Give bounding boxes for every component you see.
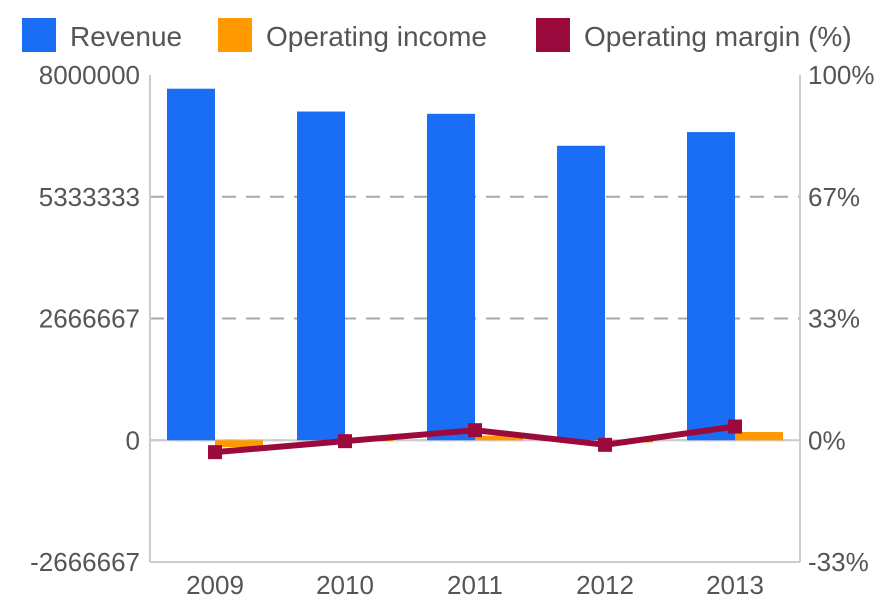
category-label: 2009 <box>186 570 244 600</box>
operating-margin-point <box>338 434 352 449</box>
left-axis-tick-label: 0 <box>126 425 140 455</box>
line-layer <box>208 419 742 460</box>
category-label: 2010 <box>316 570 374 600</box>
right-axis-tick-label: 33% <box>808 304 860 334</box>
left-axis-tick-label: 5333333 <box>39 182 140 212</box>
operating-margin-point <box>598 437 612 452</box>
revenue-bar <box>297 111 345 441</box>
revenue-bar <box>167 88 215 441</box>
right-axis-tick-label: -33% <box>808 547 869 577</box>
legend: Revenue Operating income Operating margin … <box>22 18 852 52</box>
legend-item: Operating income <box>218 18 487 52</box>
operating-income-bar <box>475 435 523 441</box>
revenue-bar <box>687 132 735 441</box>
operating-income-bar <box>735 432 783 441</box>
category-label: 2011 <box>447 570 503 600</box>
left-axis-tick-label: 2666667 <box>39 304 140 334</box>
right-axis-tick-label: 67% <box>808 182 860 212</box>
legend-item: Revenue <box>22 18 182 52</box>
legend-swatch <box>536 18 570 52</box>
left-axis-tick-label: 8000000 <box>39 60 140 90</box>
right-axis-tick-label: 100% <box>808 60 875 90</box>
revenue-bar <box>557 145 605 441</box>
tick-labels: 8000000 100% 5333333 67% 2666667 33% 0 0% -26666… <box>30 60 874 600</box>
legend-label: Operating income <box>266 21 487 52</box>
category-label: 2013 <box>706 570 764 600</box>
left-axis-tick-label: -2666667 <box>30 547 140 577</box>
legend-label: Operating margin (%) <box>584 21 852 52</box>
operating-income-bar <box>215 440 263 448</box>
operating-margin-point <box>468 423 482 438</box>
right-axis-tick-label: 0% <box>808 425 846 455</box>
operating-margin-point <box>208 445 222 460</box>
legend-label: Revenue <box>70 21 182 52</box>
legend-swatch <box>218 18 252 52</box>
legend-swatch <box>22 18 56 52</box>
revenue-bar <box>427 113 475 441</box>
operating-margin-point <box>728 419 742 434</box>
bars <box>167 88 783 448</box>
legend-item: Operating margin (%) <box>536 18 852 52</box>
category-label: 2012 <box>576 570 634 600</box>
